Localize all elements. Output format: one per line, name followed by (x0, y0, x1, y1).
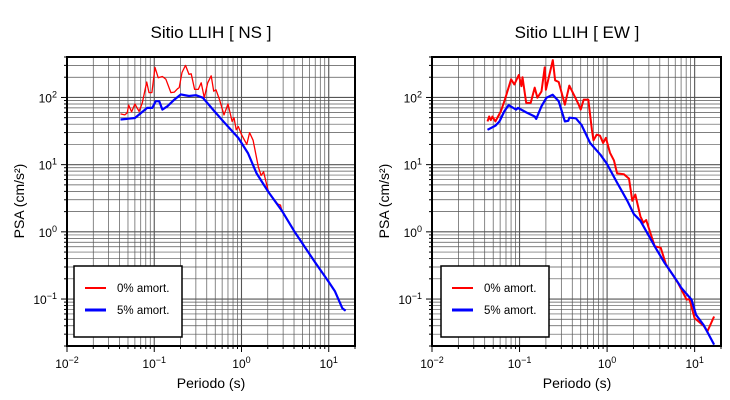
y-tick-label: 10−1 (33, 291, 57, 307)
legend: 0% amort. 5% amort. (73, 265, 183, 338)
x-tick-label: 10−2 (420, 355, 444, 371)
y-tick-label: 10−1 (398, 291, 422, 307)
x-tick-label: 10−1 (142, 355, 166, 371)
x-axis-label: Periodo (s) (543, 375, 611, 391)
series-line-5pct (120, 93, 347, 312)
x-tick-label: 100 (598, 355, 616, 371)
legend: 0% amort. 5% amort. (440, 265, 550, 338)
chart-title: Sitio LLIH [ EW ] (515, 23, 640, 42)
x-tick-label: 101 (320, 355, 338, 371)
chart-ns: Sitio LLIH [ NS ] Periodo (s) PSA (cm/s²… (11, 23, 356, 391)
plot-frame (66, 56, 356, 347)
x-axis-label: Periodo (s) (177, 375, 245, 391)
legend-label: 5% amort. (117, 305, 169, 317)
y-tick-label: 101 (404, 157, 422, 173)
x-tick-label: 101 (685, 355, 703, 371)
chart-ew: Sitio LLIH [ EW ] Periodo (s) PSA (cm/s²… (376, 23, 722, 391)
chart-title: Sitio LLIH [ NS ] (151, 23, 272, 42)
plot-frame (431, 56, 722, 347)
y-tick-label: 100 (404, 224, 422, 240)
y-tick-label: 102 (404, 89, 422, 105)
x-tick-label: 10−1 (508, 355, 532, 371)
y-tick-label: 101 (39, 157, 57, 173)
y-axis-label: PSA (cm/s²) (376, 164, 392, 239)
x-tick-label: 10−2 (55, 355, 79, 371)
series-line-5pct (486, 93, 716, 346)
y-axis-label: PSA (cm/s²) (11, 164, 27, 239)
legend-box (440, 265, 550, 338)
y-tick-label: 102 (39, 89, 57, 105)
legend-label: 0% amort. (484, 283, 536, 295)
legend-label: 0% amort. (117, 283, 169, 295)
y-tick-label: 100 (39, 224, 57, 240)
x-tick-label: 100 (232, 355, 250, 371)
legend-box (73, 265, 183, 338)
legend-label: 5% amort. (484, 305, 536, 317)
